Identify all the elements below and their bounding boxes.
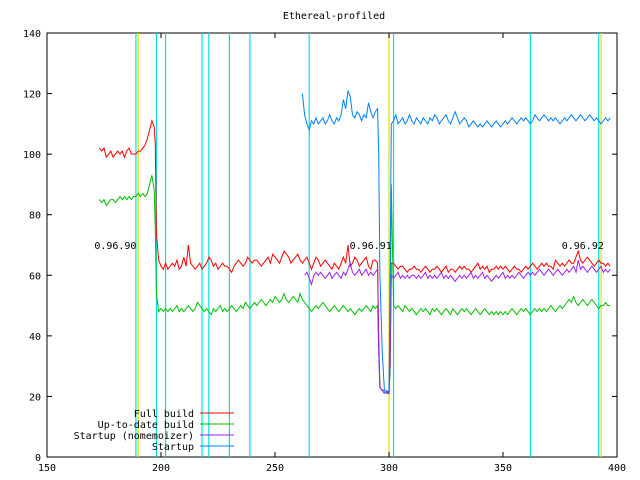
chart-title: Ethereal-profiled [283,11,385,22]
legend-label-2: Up-to-date build [98,420,194,431]
plot-area [46,32,618,458]
y-tick-label: 20 [29,392,41,403]
series-lines [99,90,611,395]
legend-label-3: Startup (nomemoizer) [74,431,194,442]
y-tick-label: 140 [23,29,41,40]
x-tick-label: 250 [266,463,284,474]
version-label-2: 0.96.91 [350,241,392,252]
x-tick-label: 200 [152,463,170,474]
x-tick-label: 300 [380,463,398,474]
version-labels: 0.96.90 0.96.91 0.96.92 [94,241,604,252]
x-tick-label: 400 [608,463,626,474]
series-line-1 [99,119,611,395]
series-line-3 [304,259,611,395]
legend-label-1: Full build [134,409,194,420]
y-tick-label: 120 [23,90,41,101]
series-line-4 [301,90,611,395]
x-tick-label: 350 [494,463,512,474]
x-tick-label: 150 [38,463,56,474]
axis-ticks: 150 200 250 300 350 400 0 20 40 60 80 100 120 140 [23,29,626,474]
series-line-2 [99,175,611,394]
y-tick-label: 80 [29,211,41,222]
version-label-1: 0.96.90 [94,241,136,252]
y-tick-label: 100 [23,150,41,161]
y-tick-label: 0 [35,453,41,464]
version-label-3: 0.96.92 [562,241,604,252]
legend-label-4: Startup [152,442,194,453]
y-tick-label: 60 [29,271,41,282]
y-tick-label: 40 [29,332,41,343]
